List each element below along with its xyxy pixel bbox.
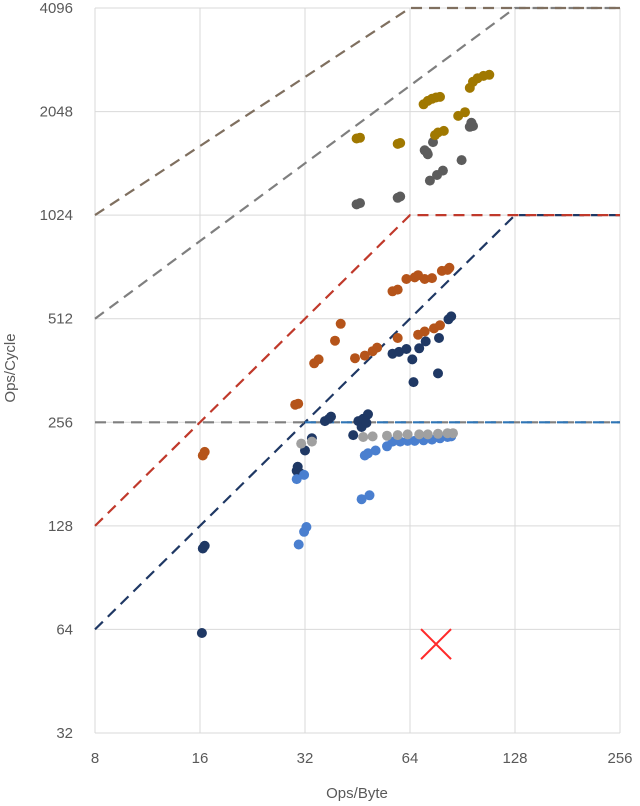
y-tick-label: 2048	[40, 104, 73, 121]
data-point-series-2	[299, 469, 310, 480]
x-tick-label: 128	[502, 750, 527, 767]
data-point-series-4	[427, 273, 437, 284]
data-point-series-4	[372, 342, 383, 353]
data-point-series-5	[437, 165, 448, 176]
data-point-series-4	[293, 398, 304, 409]
data-point-series-6	[435, 91, 445, 102]
data-point-series-1	[446, 311, 457, 322]
y-tick-label: 512	[48, 311, 73, 328]
annotations	[420, 628, 452, 660]
y-tick-label: 64	[56, 621, 73, 638]
data-point-series-4	[335, 318, 346, 329]
data-point-series-6	[484, 69, 495, 80]
data-point-series-3	[392, 430, 403, 441]
data-point-series-4	[419, 274, 430, 284]
data-point-series-1	[407, 354, 418, 365]
data-point-series-1	[361, 417, 372, 428]
data-point-series-4	[350, 353, 360, 364]
data-point-series-6	[460, 107, 470, 118]
roofline-2	[94, 214, 620, 527]
data-point-series-2	[301, 522, 312, 532]
y-tick-label: 1024	[40, 207, 73, 224]
data-point-series-4	[444, 262, 455, 273]
data-point-series-3	[382, 430, 392, 441]
data-point-series-2	[291, 474, 302, 485]
data-point-series-4	[392, 284, 403, 295]
y-tick-label: 256	[48, 414, 73, 431]
data-points	[196, 69, 495, 638]
data-point-series-4	[401, 274, 412, 284]
data-point-series-5	[422, 149, 433, 160]
x-tick-label: 32	[297, 750, 314, 767]
x-axis-label: Ops/Byte	[326, 785, 388, 802]
data-point-series-1	[401, 344, 412, 354]
data-point-series-4	[419, 326, 430, 337]
data-point-series-3	[306, 436, 317, 447]
data-point-series-1	[434, 333, 444, 343]
data-point-series-1	[326, 411, 336, 422]
x-tick-label: 64	[402, 750, 419, 767]
data-point-series-1	[414, 343, 425, 354]
data-point-series-5	[395, 191, 406, 202]
data-point-series-6	[355, 132, 365, 143]
data-point-series-3	[422, 429, 433, 440]
data-point-series-4	[313, 354, 324, 365]
x-tick-label: 16	[192, 750, 209, 767]
data-point-series-5	[468, 121, 478, 131]
data-point-series-5	[424, 175, 435, 186]
data-point-series-3	[358, 432, 369, 442]
data-point-series-2	[363, 448, 373, 459]
data-point-series-2	[293, 539, 304, 550]
data-point-series-5	[456, 155, 467, 166]
y-tick-label: 128	[48, 518, 73, 535]
data-point-series-5	[355, 198, 365, 209]
data-point-series-1	[363, 409, 373, 420]
data-point-series-3	[402, 429, 413, 440]
data-point-series-2	[364, 490, 375, 501]
y-tick-label: 4096	[40, 0, 73, 17]
data-point-series-3	[414, 429, 425, 440]
data-point-series-1	[199, 540, 210, 551]
data-point-series-1	[408, 377, 419, 388]
y-axis-label: Ops/Cycle	[2, 333, 19, 402]
data-point-series-3	[433, 428, 443, 439]
data-point-series-3	[448, 428, 458, 439]
data-point-series-3	[296, 438, 307, 449]
data-point-series-3	[367, 431, 378, 442]
data-point-series-6	[438, 125, 449, 136]
data-point-series-2	[370, 445, 381, 456]
y-tick-label: 32	[56, 725, 73, 742]
roofline-5	[94, 6, 620, 320]
data-point-series-4	[359, 350, 370, 361]
data-point-series-4	[392, 333, 403, 343]
data-point-series-4	[435, 320, 445, 331]
data-point-series-4	[330, 335, 340, 346]
data-point-series-1	[420, 336, 431, 347]
x-tick-label: 256	[607, 750, 632, 767]
data-point-series-4	[199, 446, 210, 457]
data-point-series-1	[348, 430, 359, 441]
data-point-series-2	[356, 494, 367, 505]
grid	[94, 7, 621, 734]
data-point-series-6	[395, 138, 406, 148]
x-marker	[420, 628, 452, 660]
data-point-series-1	[433, 368, 443, 379]
tick-labels: 8 16 32 64 128 256 32 64 128 256 512 1024 2048 4096	[40, 0, 633, 767]
x-tick-label: 8	[91, 750, 99, 767]
data-point-series-1	[196, 628, 207, 638]
